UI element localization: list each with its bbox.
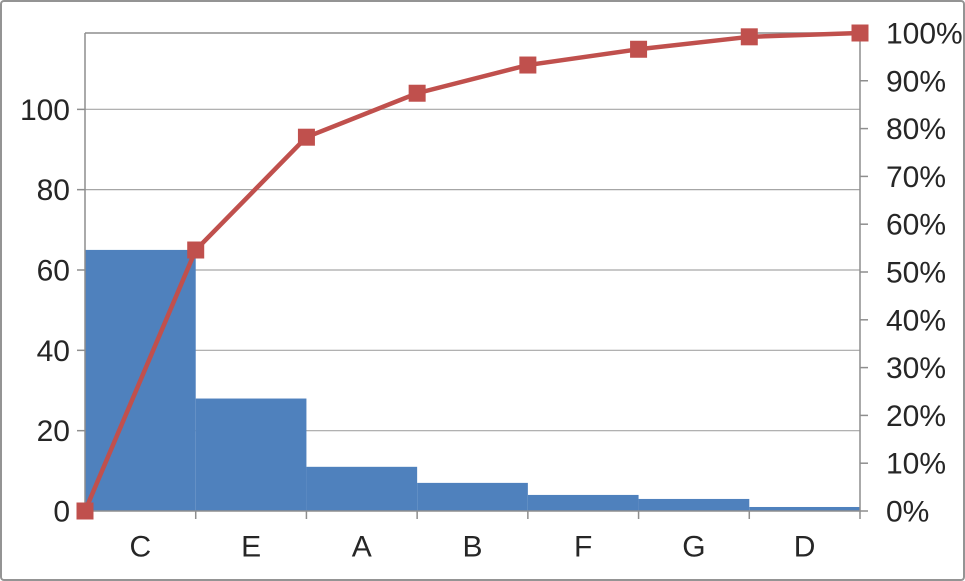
right-axis-label-10: 10%	[886, 448, 946, 481]
category-label-F: F	[574, 531, 592, 564]
cumulative-marker-1	[187, 241, 205, 259]
cumulative-marker-4	[519, 56, 537, 74]
category-label-B: B	[462, 531, 482, 564]
bar-D	[749, 506, 860, 511]
left-axis-label-20: 20	[37, 415, 70, 448]
cumulative-line	[82, 30, 861, 512]
cumulative-marker-7	[851, 24, 869, 42]
right-axis-label-50: 50%	[886, 257, 946, 290]
right-axis-label-30: 30%	[886, 352, 946, 385]
bar-G	[638, 498, 750, 511]
right-axis-label-70: 70%	[886, 161, 946, 194]
right-axis-label-20: 20%	[886, 400, 946, 433]
right-axis-label-40: 40%	[886, 304, 946, 337]
category-label-A: A	[352, 531, 372, 564]
right-axis-label-100: 100%	[886, 18, 963, 51]
cumulative-marker-2	[297, 128, 315, 146]
bar-B	[417, 482, 528, 511]
right-axis-label-90: 90%	[886, 65, 946, 98]
right-axis-label-0: 0%	[886, 496, 929, 529]
cumulative-marker-6	[740, 28, 758, 46]
bar-A	[306, 466, 418, 511]
category-label-E: E	[241, 531, 261, 564]
bar-E	[195, 398, 307, 511]
category-label-D: D	[794, 531, 816, 564]
left-axis-label-0: 0	[53, 496, 70, 529]
right-axis-label-60: 60%	[886, 209, 946, 242]
right-axis-label-80: 80%	[886, 113, 946, 146]
cumulative-marker-3	[408, 84, 426, 102]
left-axis-label-40: 40	[37, 335, 70, 368]
category-label-G: G	[682, 531, 705, 564]
bar-F	[527, 494, 639, 511]
left-axis-label-60: 60	[37, 254, 70, 287]
category-label-C: C	[130, 531, 152, 564]
cumulative-marker-0	[76, 502, 94, 520]
cumulative-marker-5	[630, 40, 648, 58]
left-axis-label-80: 80	[37, 174, 70, 207]
left-axis-label-100: 100	[20, 94, 70, 127]
